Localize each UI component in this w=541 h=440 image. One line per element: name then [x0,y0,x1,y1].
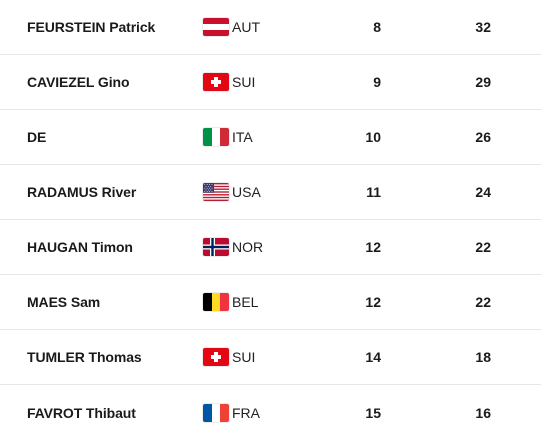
points-value: 24 [475,184,491,200]
points-value: 22 [475,239,491,255]
rank-value: 14 [365,349,381,365]
table-row[interactable]: FEURSTEIN Patrick AUT 8 32 [0,0,541,55]
points-value: 29 [475,74,491,90]
nation-code: USA [232,184,261,200]
table-row[interactable]: MAES Sam BEL 12 22 [0,275,541,330]
nation-code: ITA [232,129,253,145]
nation-code: SUI [232,349,256,365]
points-value: 32 [475,19,491,35]
table-row[interactable]: FAVROT Thibaut FRA 15 16 [0,385,541,440]
table-row[interactable]: HAUGAN Timon NOR 12 22 [0,220,541,275]
athlete-name[interactable]: CAVIEZEL Gino [27,74,130,90]
rank-value: 12 [365,239,381,255]
rank-value: 12 [365,294,381,310]
athlete-name[interactable]: MAES Sam [27,294,101,310]
switzerland-flag-icon [203,73,229,91]
nation-code: AUT [232,19,260,35]
athlete-name[interactable]: FAVROT Thibaut [27,404,136,421]
table-row[interactable]: TUMLER Thomas SUI 14 18 [0,330,541,385]
norway-flag-icon [203,238,229,256]
nation-cell: SUI [203,55,255,109]
rank-value: 9 [373,74,381,90]
points-value: 16 [475,404,491,421]
usa-flag-icon [203,183,229,201]
austria-flag-icon [203,18,229,36]
nation-cell: ITA [203,110,253,164]
athlete-name[interactable]: RADAMUS River [27,184,137,200]
points-value: 26 [475,129,491,145]
athlete-name[interactable]: FEURSTEIN Patrick [27,19,156,35]
nation-cell: FRA [203,385,260,440]
table-row[interactable]: DE ITA 10 26 [0,110,541,165]
table-row[interactable]: CAVIEZEL Gino SUI 9 29 [0,55,541,110]
nation-cell: SUI [203,330,255,384]
athlete-name[interactable]: TUMLER Thomas [27,349,142,365]
nation-code: NOR [232,239,264,255]
rank-value: 8 [373,19,381,35]
belgium-flag-icon [203,293,229,311]
rank-value: 11 [366,184,381,200]
nation-code: BEL [232,294,259,310]
nation-cell: NOR [203,220,263,274]
rank-value: 10 [365,129,381,145]
nation-code: FRA [232,404,260,421]
nation-cell: BEL [203,275,258,329]
switzerland-flag-icon [203,348,229,366]
athlete-name[interactable]: HAUGAN Timon [27,239,133,255]
athlete-name[interactable]: DE [27,129,47,145]
france-flag-icon [203,403,229,422]
nation-code: SUI [232,74,256,90]
points-value: 22 [475,294,491,310]
table-row[interactable]: RADAMUS River [0,165,541,220]
nation-cell: AUT [203,0,260,54]
rank-value: 15 [365,404,381,421]
italy-flag-icon [203,128,229,146]
points-value: 18 [475,349,491,365]
nation-cell: USA [203,165,261,219]
